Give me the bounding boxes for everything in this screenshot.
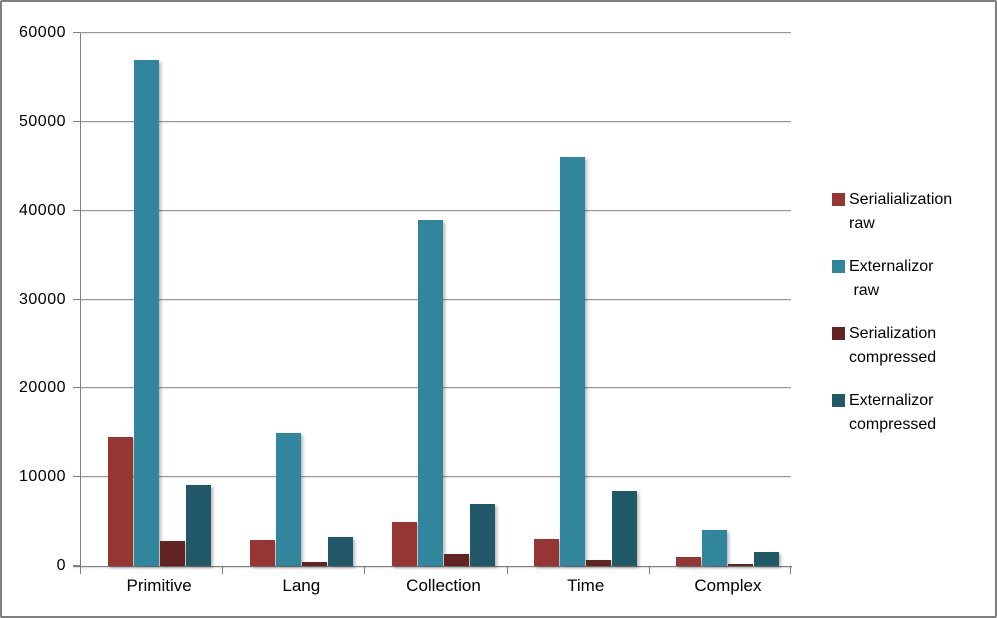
y-tick-mark xyxy=(73,565,80,566)
bar xyxy=(133,59,159,566)
bar xyxy=(392,521,417,566)
y-tick-mark xyxy=(73,298,80,300)
legend: Serialialization raw Externalizor raw Seri… xyxy=(832,188,987,456)
bar xyxy=(586,559,612,566)
x-tick-mark xyxy=(222,567,224,574)
bar xyxy=(107,437,133,566)
legend-marker-icon xyxy=(832,193,845,206)
legend-label: Externalizor raw xyxy=(849,258,934,299)
y-axis-line xyxy=(80,33,81,567)
x-axis-labels: Primitive Lang Collection Time Complex xyxy=(80,576,791,596)
legend-label: Serialization compressed xyxy=(849,325,937,366)
gridline xyxy=(80,120,791,122)
y-tick-mark xyxy=(73,387,80,389)
bar xyxy=(249,540,275,566)
y-axis-label: 20000 xyxy=(19,379,66,397)
x-tick-mark xyxy=(364,567,366,574)
bar-group xyxy=(657,33,799,566)
bar-group xyxy=(230,33,372,566)
bar xyxy=(728,563,754,566)
legend-marker-icon xyxy=(832,260,845,273)
bar xyxy=(327,536,353,566)
gridline xyxy=(80,32,791,33)
y-axis-label: 40000 xyxy=(19,201,66,219)
y-axis-label: 0 xyxy=(56,557,66,574)
x-axis-label: Complex xyxy=(694,576,762,595)
bar xyxy=(534,539,560,566)
bar xyxy=(470,503,495,566)
bar-group xyxy=(372,33,514,566)
bar xyxy=(560,157,586,566)
x-axis-label: Collection xyxy=(406,576,481,595)
gridline xyxy=(80,209,791,211)
legend-item: Externalizor raw xyxy=(832,255,987,303)
bar xyxy=(185,485,211,566)
bar xyxy=(754,551,780,566)
plot-area xyxy=(80,32,791,566)
y-tick-mark xyxy=(73,209,80,211)
bar xyxy=(612,491,638,566)
x-tick-mark xyxy=(506,567,508,574)
y-axis-label: 50000 xyxy=(19,112,66,130)
bar-group xyxy=(88,33,230,566)
x-tick-mark xyxy=(790,567,791,574)
bar xyxy=(702,529,728,566)
x-axis-ticks xyxy=(80,566,791,574)
y-axis-label: 60000 xyxy=(19,24,66,41)
legend-item: Externalizor compressed xyxy=(832,389,987,437)
legend-label: Externalizor compressed xyxy=(849,392,937,433)
x-axis-label: Primitive xyxy=(126,576,192,595)
x-axis-label: Time xyxy=(567,576,605,595)
bar xyxy=(301,562,327,566)
y-axis-labels: 0 10000 20000 30000 40000 50000 60000 xyxy=(2,24,72,574)
bar xyxy=(418,219,443,566)
y-tick-mark xyxy=(73,120,80,122)
bar-groups xyxy=(80,33,791,566)
y-tick-mark xyxy=(73,32,80,33)
y-axis-label: 30000 xyxy=(19,290,66,308)
x-tick-mark xyxy=(80,567,81,574)
legend-marker-icon xyxy=(832,394,845,407)
legend-label: Serialialization raw xyxy=(849,191,953,232)
legend-item: Serialialization raw xyxy=(832,188,987,236)
x-tick-mark xyxy=(648,567,650,574)
y-tick-mark xyxy=(73,476,80,478)
bar xyxy=(159,541,185,566)
bar-group xyxy=(515,33,657,566)
bar xyxy=(275,432,301,566)
x-axis-line xyxy=(73,566,792,567)
bar xyxy=(676,557,702,566)
bar xyxy=(444,553,469,566)
legend-marker-icon xyxy=(832,327,845,340)
y-axis-label: 10000 xyxy=(19,468,66,486)
x-axis-label: Lang xyxy=(282,576,321,595)
legend-item: Serialization compressed xyxy=(832,322,987,370)
